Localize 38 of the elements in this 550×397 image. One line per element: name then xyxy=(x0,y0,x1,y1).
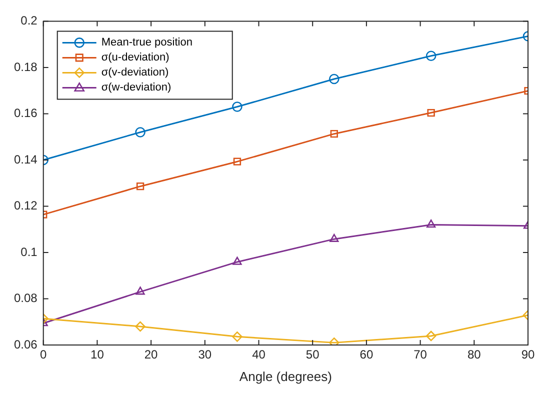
x-tick-label: 20 xyxy=(144,348,158,362)
point xyxy=(426,330,436,342)
x-tick-label: 30 xyxy=(198,348,212,362)
point xyxy=(232,102,242,112)
y-tick-label: 0.16 xyxy=(14,106,38,120)
point xyxy=(135,321,146,332)
point xyxy=(136,286,145,295)
point xyxy=(136,182,144,190)
y-tick-label: 0.2 xyxy=(20,14,38,28)
point xyxy=(232,332,242,342)
point xyxy=(426,50,436,62)
y-tick-label: 0.14 xyxy=(14,152,38,166)
x-tick-label: 40 xyxy=(252,348,266,362)
y-tick-label: 0.18 xyxy=(14,60,38,74)
x-tick-label: 90 xyxy=(521,348,535,362)
point xyxy=(330,234,339,242)
x-tick-label: 50 xyxy=(306,348,320,362)
y-tick-label: 0.06 xyxy=(14,337,38,352)
x-axis-title: Angle (degrees) xyxy=(239,368,332,384)
legend-label: σ(u-deviation) xyxy=(101,52,170,64)
point xyxy=(426,220,436,228)
point xyxy=(330,130,338,138)
x-tick-label: 10 xyxy=(90,348,104,362)
y-tick-label: 0.1 xyxy=(20,244,38,259)
point xyxy=(328,74,340,84)
legend-label: σ(v-deviation) xyxy=(101,66,169,79)
point xyxy=(135,127,146,138)
x-tick-label: 0 xyxy=(40,348,48,362)
y-tick-label: 0.12 xyxy=(14,198,38,213)
legend-label: Mean-true position xyxy=(101,36,192,49)
x-tick-label: 60 xyxy=(360,348,374,362)
legend-label: σ(w-deviation) xyxy=(101,82,172,94)
point xyxy=(232,256,242,265)
y-tick-label: 0.08 xyxy=(14,291,38,306)
x-tick-label: 70 xyxy=(414,348,428,362)
point xyxy=(427,108,435,117)
point xyxy=(233,158,242,166)
x-tick-label: 80 xyxy=(467,348,482,362)
